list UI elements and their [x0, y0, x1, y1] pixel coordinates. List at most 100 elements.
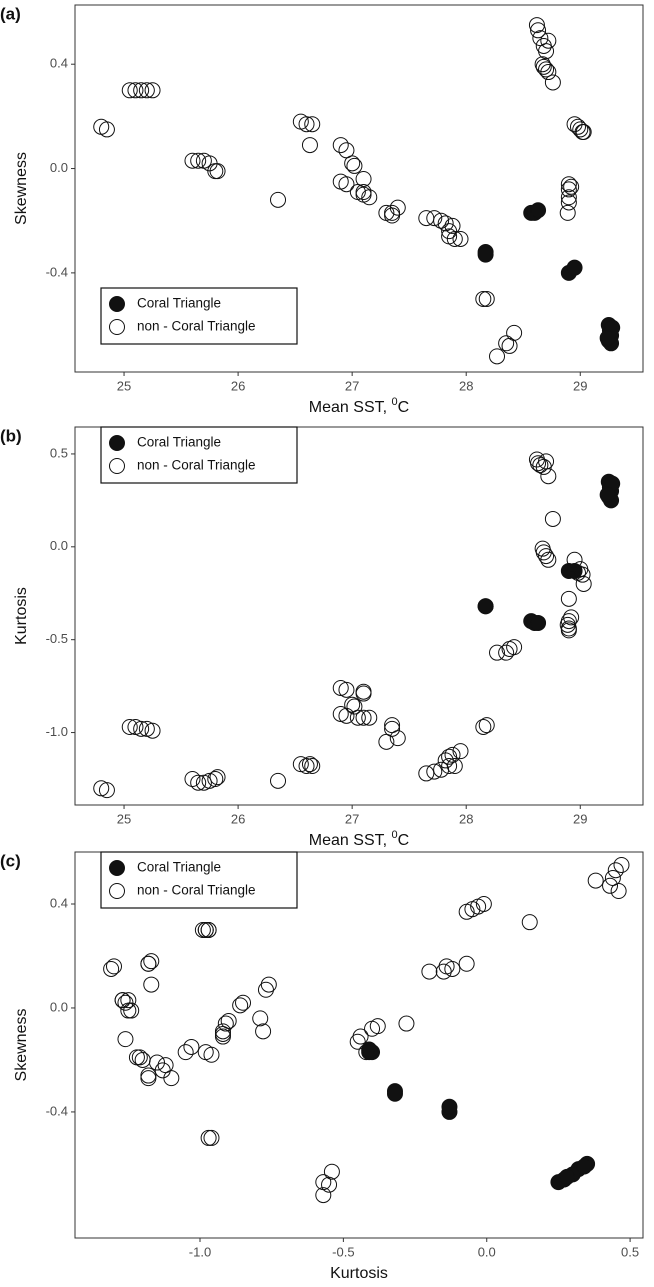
plot-frame — [74, 4, 644, 373]
scatter-point — [140, 955, 157, 972]
scatter-point — [607, 862, 624, 879]
legend-marker — [109, 296, 125, 312]
x-tick-label: 27 — [345, 378, 359, 393]
scatter-point — [105, 958, 122, 975]
legend-box — [100, 851, 298, 909]
scatter-point — [133, 82, 150, 99]
scatter-point — [599, 486, 616, 503]
x-tick-label: 28 — [459, 378, 473, 393]
scatter-point — [338, 681, 355, 698]
legend-label: Coral Triangle — [137, 860, 221, 875]
scatter-point — [610, 882, 627, 899]
y-tick-label: 0.0 — [50, 538, 68, 553]
scatter-point — [252, 1010, 269, 1027]
scatter-point — [298, 116, 315, 133]
scatter-point — [478, 290, 495, 307]
scatter-point — [544, 74, 561, 91]
y-tick-label: 0.4 — [50, 895, 68, 910]
y-tick-label: 0.0 — [50, 160, 68, 175]
scatter-point — [255, 1023, 272, 1040]
x-axis-title-text: Mean SST, — [309, 399, 392, 416]
y-axis-title: Skewness — [13, 1009, 30, 1082]
x-axis-title-sup: 0 — [392, 829, 398, 841]
scatter-point — [332, 137, 349, 154]
scatter-point — [538, 61, 555, 78]
scatter-point — [559, 616, 576, 633]
scatter-point — [121, 718, 138, 735]
x-tick-label: -0.5 — [332, 1244, 354, 1259]
scatter-point — [190, 774, 207, 791]
scatter-point — [134, 1051, 151, 1068]
scatter-point — [144, 722, 161, 739]
y-tick-label: -0.4 — [46, 264, 68, 279]
scatter-point — [421, 963, 438, 980]
scatter-point — [489, 644, 506, 661]
scatter-point — [475, 290, 492, 307]
x-axis-title-unit: C — [398, 399, 410, 416]
y-tick-label: 0.4 — [50, 56, 68, 71]
scatter-point — [569, 118, 586, 135]
y-tick-label: 0.5 — [50, 445, 68, 460]
scatter-point — [207, 770, 224, 787]
scatter-point — [489, 348, 506, 365]
scatter-point — [575, 575, 592, 592]
x-axis-title: Kurtosis — [330, 1265, 388, 1282]
scatter-point — [572, 121, 589, 138]
panel-label: (b) — [0, 426, 22, 445]
scatter-point — [301, 137, 318, 154]
scatter-point — [540, 551, 557, 568]
scatter-point — [217, 1015, 234, 1032]
x-tick-label: 29 — [573, 811, 587, 826]
legend-marker — [109, 860, 125, 876]
scatter-point — [384, 720, 401, 737]
scatter-point — [127, 82, 144, 99]
scatter-point — [534, 56, 551, 73]
scatter-point — [209, 163, 226, 180]
scatter-point — [98, 782, 115, 799]
scatter-point — [355, 184, 372, 201]
scatter-point — [338, 707, 355, 724]
x-axis-title-unit: C — [398, 832, 410, 849]
scatter-point — [435, 963, 452, 980]
legend-label: non - Coral Triangle — [137, 883, 256, 898]
legend-box — [100, 426, 298, 484]
scatter-point — [131, 1049, 148, 1066]
scatter-point — [332, 679, 349, 696]
scatter-point — [398, 1015, 415, 1032]
scatter-point — [444, 960, 461, 977]
x-tick-label: 29 — [573, 378, 587, 393]
scatter-point — [477, 246, 494, 263]
scatter-point — [599, 330, 616, 347]
scatter-point — [444, 746, 461, 763]
scatter-point — [355, 683, 372, 700]
legend-box — [100, 287, 298, 345]
scatter-point — [426, 210, 443, 227]
legend-marker — [109, 435, 125, 451]
scatter-point — [197, 921, 214, 938]
scatter-point — [235, 994, 252, 1011]
scatter-point — [352, 1028, 369, 1045]
scatter-point — [528, 17, 545, 34]
scatter-point — [437, 752, 454, 769]
scatter-point — [538, 548, 555, 565]
scatter-point — [292, 756, 309, 773]
scatter-point — [452, 743, 469, 760]
x-tick-label: 0.5 — [621, 1244, 639, 1259]
scatter-point — [521, 914, 538, 931]
scatter-point — [535, 58, 552, 75]
legend-marker — [109, 458, 125, 474]
x-tick-label: 25 — [117, 811, 131, 826]
scatter-point — [321, 1176, 338, 1193]
x-tick-label: 26 — [231, 378, 245, 393]
scatter-point — [200, 921, 217, 938]
y-tick-label: -0.4 — [46, 1103, 68, 1118]
y-axis-title: Kurtosis — [13, 587, 30, 645]
scatter-point — [298, 757, 315, 774]
scatter-point — [566, 551, 583, 568]
scatter-point — [446, 230, 463, 247]
scatter-point — [194, 921, 211, 938]
scatter-point — [144, 82, 161, 99]
scatter-point — [369, 1018, 386, 1035]
scatter-point — [540, 468, 557, 485]
scatter-point — [418, 765, 435, 782]
